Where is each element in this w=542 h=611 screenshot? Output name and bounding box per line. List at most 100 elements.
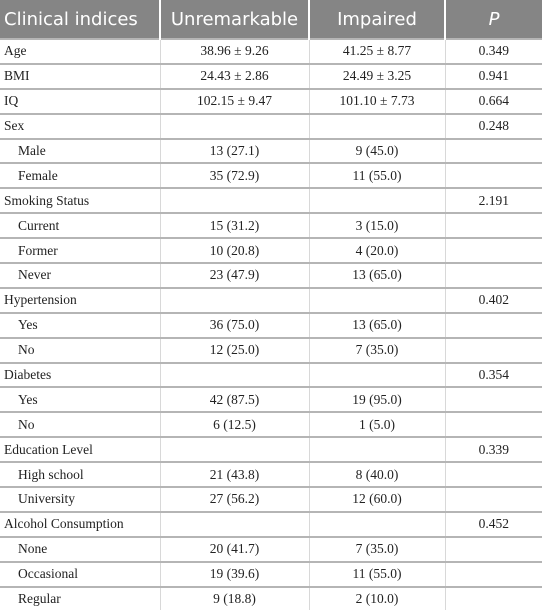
impaired-cell [308, 286, 445, 313]
impaired-cell [308, 112, 445, 139]
level-row: Current 15 (31.2) 3 (15.0) [0, 212, 542, 239]
impaired-cell: 7 (35.0) [308, 336, 445, 363]
label-cell: Female [0, 162, 160, 189]
label-cell: Age [0, 38, 160, 64]
p-cell: 0.664 [444, 87, 542, 114]
unremarkable-cell: 38.96 ± 9.26 [159, 38, 309, 64]
label-cell: Diabetes [0, 361, 160, 388]
unremarkable-cell: 6 (12.5) [159, 411, 309, 438]
level-row: Regular 9 (18.8) 2 (10.0) [0, 585, 542, 611]
impaired-cell: 13 (65.0) [308, 262, 445, 288]
unremarkable-cell: 15 (31.2) [159, 212, 309, 239]
impaired-cell [308, 361, 445, 388]
label-cell: Current [0, 212, 160, 239]
p-cell [444, 137, 542, 164]
unremarkable-cell [159, 286, 309, 313]
variable-row: BMI 24.43 ± 2.86 24.49 ± 3.25 0.941 [0, 62, 542, 89]
variable-row: Hypertension 0.402 [0, 286, 542, 313]
p-cell [444, 386, 542, 413]
unremarkable-cell [159, 112, 309, 139]
p-cell [444, 560, 542, 587]
variable-row: Age 38.96 ± 9.26 41.25 ± 8.77 0.349 [0, 38, 542, 64]
level-row: Never 23 (47.9) 13 (65.0) [0, 262, 542, 288]
header-cell: Unremarkable [159, 0, 309, 39]
level-row: University 27 (56.2) 12 (60.0) [0, 486, 542, 512]
impaired-cell: 1 (5.0) [308, 411, 445, 438]
impaired-cell: 3 (15.0) [308, 212, 445, 239]
label-cell: Alcohol Consumption [0, 510, 160, 537]
level-row: Male 13 (27.1) 9 (45.0) [0, 137, 542, 164]
variable-row: Sex 0.248 [0, 112, 542, 139]
p-cell [444, 212, 542, 239]
table-body: Age 38.96 ± 9.26 41.25 ± 8.77 0.349 BMI 24.43… [0, 38, 542, 611]
label-cell: Sex [0, 112, 160, 139]
p-cell [444, 486, 542, 512]
label-cell: Yes [0, 386, 160, 413]
level-row: Yes 36 (75.0) 13 (65.0) [0, 311, 542, 338]
impaired-cell: 19 (95.0) [308, 386, 445, 413]
impaired-cell [308, 510, 445, 537]
unremarkable-cell: 10 (20.8) [159, 237, 309, 264]
p-cell: 0.354 [444, 361, 542, 388]
p-cell [444, 237, 542, 264]
p-cell [444, 311, 542, 338]
impaired-cell [308, 187, 445, 214]
variable-row: Smoking Status 2.191 [0, 187, 542, 214]
unremarkable-cell: 23 (47.9) [159, 262, 309, 288]
table-head: Clinical indices Unremarkable Impaired P [0, 0, 542, 39]
unremarkable-cell [159, 361, 309, 388]
label-cell: None [0, 535, 160, 562]
impaired-cell: 24.49 ± 3.25 [308, 62, 445, 89]
unremarkable-cell [159, 187, 309, 214]
impaired-cell: 101.10 ± 7.73 [308, 87, 445, 114]
p-cell: 0.941 [444, 62, 542, 89]
label-cell: High school [0, 461, 160, 488]
impaired-cell: 9 (45.0) [308, 137, 445, 164]
p-cell: 0.349 [444, 38, 542, 64]
label-cell: Occasional [0, 560, 160, 587]
label-cell: Education Level [0, 436, 160, 463]
unremarkable-cell: 19 (39.6) [159, 560, 309, 587]
variable-row: Alcohol Consumption 0.452 [0, 510, 542, 537]
impaired-cell: 11 (55.0) [308, 162, 445, 189]
variable-row: Education Level 0.339 [0, 436, 542, 463]
label-cell: Regular [0, 585, 160, 611]
impaired-cell: 4 (20.0) [308, 237, 445, 264]
p-cell [444, 162, 542, 189]
p-cell [444, 336, 542, 363]
p-cell [444, 411, 542, 438]
level-row: Former 10 (20.8) 4 (20.0) [0, 237, 542, 264]
unremarkable-cell: 12 (25.0) [159, 336, 309, 363]
p-cell [444, 461, 542, 488]
level-row: Occasional 19 (39.6) 11 (55.0) [0, 560, 542, 587]
impaired-cell: 7 (35.0) [308, 535, 445, 562]
impaired-cell: 12 (60.0) [308, 486, 445, 512]
impaired-cell [308, 436, 445, 463]
label-cell: Yes [0, 311, 160, 338]
unremarkable-cell: 36 (75.0) [159, 311, 309, 338]
label-cell: Hypertension [0, 286, 160, 313]
label-cell: Smoking Status [0, 187, 160, 214]
p-cell: 2.191 [444, 187, 542, 214]
p-cell: 0.248 [444, 112, 542, 139]
unremarkable-cell [159, 510, 309, 537]
unremarkable-cell: 21 (43.8) [159, 461, 309, 488]
header-cell: Clinical indices [0, 0, 160, 39]
level-row: No 12 (25.0) 7 (35.0) [0, 336, 542, 363]
impaired-cell: 8 (40.0) [308, 461, 445, 488]
unremarkable-cell: 13 (27.1) [159, 137, 309, 164]
unremarkable-cell: 35 (72.9) [159, 162, 309, 189]
level-row: Female 35 (72.9) 11 (55.0) [0, 162, 542, 189]
variable-row: Diabetes 0.354 [0, 361, 542, 388]
p-cell [444, 262, 542, 288]
level-row: Yes 42 (87.5) 19 (95.0) [0, 386, 542, 413]
label-cell: BMI [0, 62, 160, 89]
header-cell: P [444, 0, 542, 39]
unremarkable-cell: 9 (18.8) [159, 585, 309, 611]
p-cell [444, 535, 542, 562]
label-cell: No [0, 336, 160, 363]
unremarkable-cell [159, 436, 309, 463]
label-cell: Male [0, 137, 160, 164]
p-cell: 0.402 [444, 286, 542, 313]
